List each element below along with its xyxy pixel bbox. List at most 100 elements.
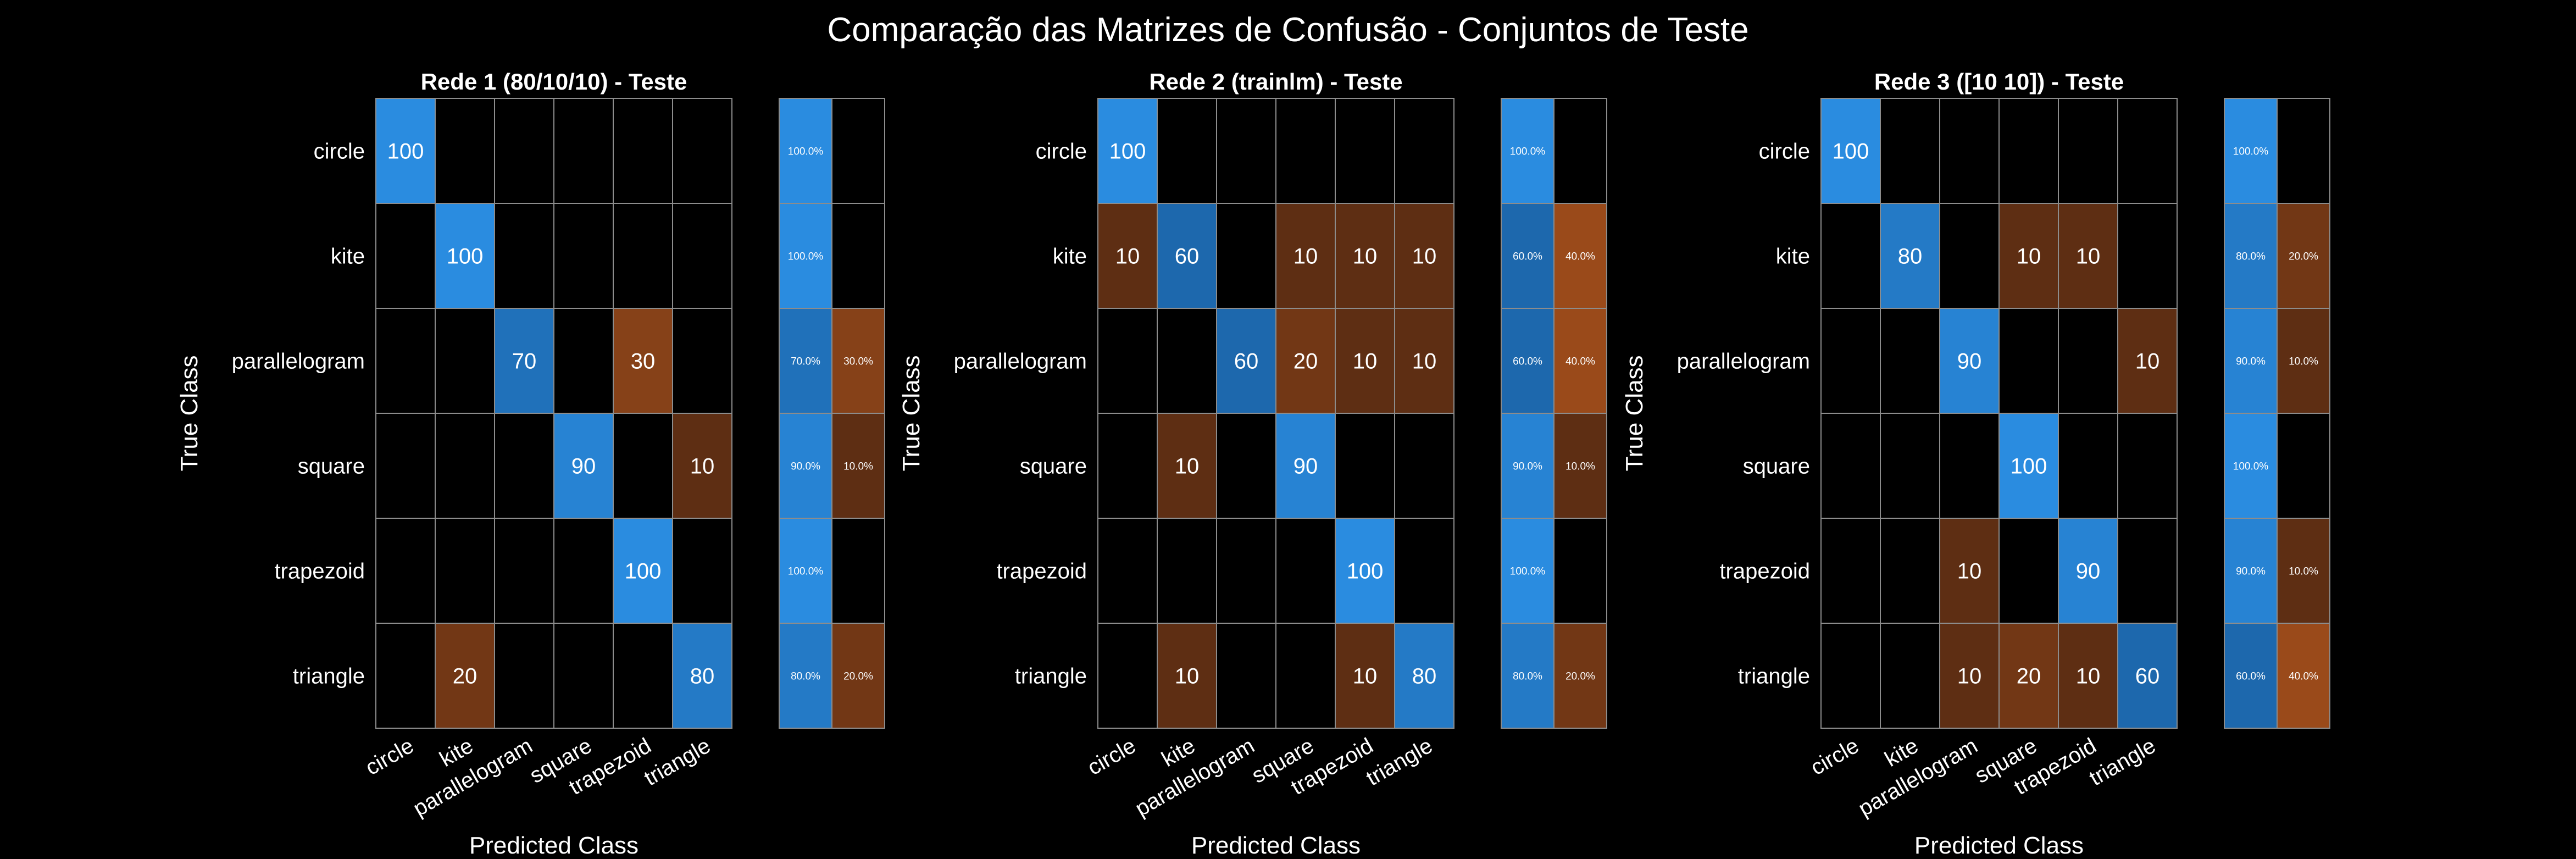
summary-percent-label: 90.0%: [2236, 566, 2266, 578]
cell-value-label: 60: [1234, 350, 1259, 374]
summary-percent-label: 60.0%: [2236, 671, 2266, 683]
cell-value-label: 100: [625, 559, 662, 584]
matrix-cell: [1394, 98, 1454, 204]
summary-cell: [831, 623, 885, 729]
summary-percent-label: 10.0%: [843, 461, 873, 473]
row-tick-label: triangle: [293, 664, 365, 689]
matrix-cell: [1275, 98, 1336, 204]
matrix-cell: [613, 623, 673, 729]
cell-value-label: 20: [2017, 664, 2041, 689]
matrix-cell: [2117, 413, 2178, 519]
summary-percent-label: 90.0%: [2236, 356, 2266, 368]
matrix-cell: [672, 518, 732, 624]
matrix-cell: [1939, 308, 2000, 414]
matrix-cell: [494, 413, 554, 519]
row-tick-label: trapezoid: [274, 559, 365, 584]
matrix-cell: [2058, 98, 2118, 204]
matrix-cell: [553, 98, 614, 204]
matrix-cell: [553, 518, 614, 624]
matrix-cell: [1998, 623, 2059, 729]
cell-value-label: 60: [2135, 664, 2160, 689]
matrix-cell: [1335, 623, 1395, 729]
cell-value-label: 10: [1353, 245, 1378, 269]
cell-value-label: 100: [387, 140, 424, 164]
matrix-cell: [1880, 413, 1940, 519]
matrix-cell: [2117, 203, 2178, 309]
matrix-cell: [435, 413, 495, 519]
summary-cell: [831, 308, 885, 414]
matrix-cell: [1820, 518, 1881, 624]
summary-cell: [2224, 623, 2278, 729]
summary-cell: [831, 98, 885, 204]
matrix-cell: [672, 308, 732, 414]
summary-percent-label: 10.0%: [2289, 566, 2318, 578]
row-tick-label: circle: [1759, 140, 1810, 164]
cell-value-label: 10: [2076, 245, 2101, 269]
summary-cell: [2224, 518, 2278, 624]
row-tick-label: parallelogram: [954, 350, 1087, 374]
cell-value-label: 100: [1833, 140, 1869, 164]
summary-cell: [1553, 518, 1607, 624]
row-tick-label: kite: [1776, 245, 1810, 269]
cell-value-label: 10: [2017, 245, 2041, 269]
matrix-cell: [1157, 308, 1217, 414]
matrix-cell: [1939, 518, 2000, 624]
row-tick-label: circle: [314, 140, 365, 164]
y-axis-label: True Class: [898, 355, 925, 471]
summary-cell: [831, 413, 885, 519]
matrix-cell: [1880, 518, 1940, 624]
matrix-cell: [494, 203, 554, 309]
summary-cell: [1553, 203, 1607, 309]
summary-cell: [1553, 98, 1607, 204]
cell-value-label: 10: [1175, 455, 1200, 479]
cell-value-label: 100: [447, 245, 484, 269]
matrix-cell: [1394, 203, 1454, 309]
summary-cell: [1553, 413, 1607, 519]
matrix-cell: [613, 413, 673, 519]
summary-cell: [779, 98, 832, 204]
matrix-cell: [672, 413, 732, 519]
cell-value-label: 80: [690, 664, 715, 689]
confusion-panel-3: Rede 3 ([10 10]) - Teste 100 80 10 10 90 10 100…: [1621, 69, 2330, 859]
matrix-cell: [553, 308, 614, 414]
matrix-cell: [1394, 413, 1454, 519]
cell-value-label: 70: [512, 350, 537, 374]
cell-value-label: 10: [2135, 350, 2160, 374]
summary-percent-label: 30.0%: [843, 356, 873, 368]
matrix-cell: [1939, 203, 2000, 309]
matrix-cell: [672, 203, 732, 309]
matrix-cell: [1216, 203, 1276, 309]
matrix-cell: [1335, 203, 1395, 309]
matrix-cell: [1335, 98, 1395, 204]
summary-percent-label: 40.0%: [1565, 251, 1595, 263]
matrix-cell: [1820, 623, 1881, 729]
x-axis-label: Predicted Class: [1914, 832, 2084, 859]
summary-cell: [1501, 203, 1555, 309]
summary-cell: [2224, 98, 2278, 204]
cell-value-label: 90: [1293, 455, 1318, 479]
matrix-cell: [2117, 518, 2178, 624]
matrix-cell: [2058, 623, 2118, 729]
matrix-cell: [672, 98, 732, 204]
matrix-cell: [1394, 308, 1454, 414]
summary-percent-label: 100.0%: [1510, 566, 1546, 578]
matrix-cell: [1216, 413, 1276, 519]
summary-percent-label: 20.0%: [1565, 671, 1595, 683]
matrix-cell: [1157, 98, 1217, 204]
matrix-cell: [1939, 413, 2000, 519]
cell-value-label: 10: [1412, 245, 1437, 269]
summary-percent-label: 40.0%: [2289, 671, 2318, 683]
matrix-cell: [435, 98, 495, 204]
matrix-cell: [1335, 413, 1395, 519]
summary-cell: [831, 203, 885, 309]
matrix-cell: [613, 203, 673, 309]
summary-cell: [831, 518, 885, 624]
matrix-cell: [1939, 98, 2000, 204]
summary-percent-label: 100.0%: [788, 566, 824, 578]
matrix-cell: [1880, 308, 1940, 414]
matrix-cell: [2117, 308, 2178, 414]
summary-cell: [1501, 413, 1555, 519]
x-axis-label: Predicted Class: [1191, 832, 1361, 859]
cell-value-label: 100: [1347, 559, 1384, 584]
matrix-cell: [1820, 308, 1881, 414]
